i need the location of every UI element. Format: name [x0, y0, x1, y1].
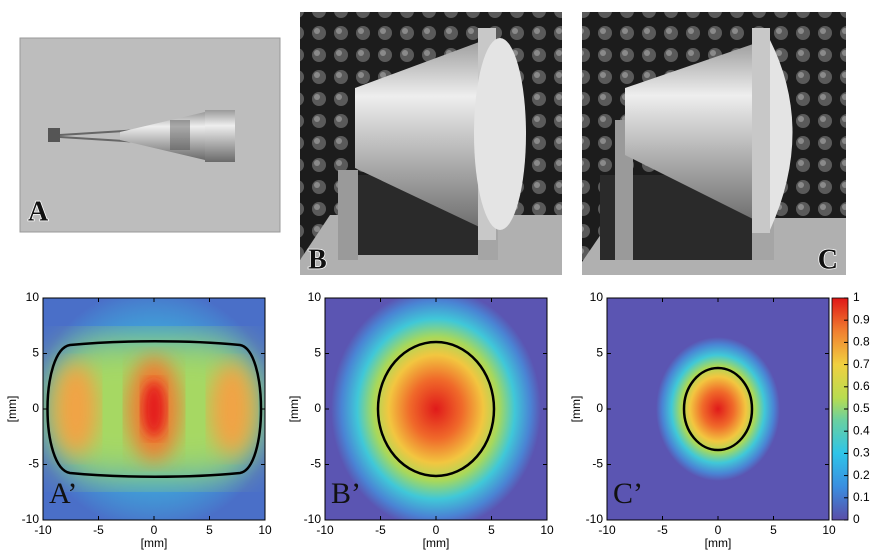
x-axis-label: [mm]: [141, 536, 168, 550]
y-tick-label: -10: [22, 512, 40, 526]
y-tick-label: 10: [590, 290, 604, 304]
x-axis-label: [mm]: [705, 536, 732, 550]
x-tick-label: -5: [657, 523, 668, 537]
colorbar-tick-label: 0.1: [853, 490, 870, 504]
colorbar-tick-label: 0.8: [853, 335, 870, 349]
photo-label: B: [308, 244, 327, 275]
y-tick-label: 5: [596, 346, 603, 360]
y-tick-label: 0: [32, 401, 39, 415]
colorbar-tick-label: 0.9: [853, 312, 870, 326]
colorbar-tick-label: 0.6: [853, 379, 870, 393]
y-axis-label: [mm]: [5, 396, 19, 423]
x-tick-label: 5: [770, 523, 777, 537]
y-tick-label: -5: [28, 457, 39, 471]
photo-label: C: [818, 244, 838, 275]
colorbar-tick-label: 0: [853, 512, 860, 526]
x-tick-label: 0: [715, 523, 722, 537]
y-tick-label: 10: [308, 290, 322, 304]
x-tick-label: 5: [206, 523, 213, 537]
x-tick-label: -5: [375, 523, 386, 537]
y-axis-label: [mm]: [569, 396, 583, 423]
colorbar-tick-label: 0.3: [853, 446, 870, 460]
y-tick-label: -10: [304, 512, 322, 526]
panel-label: A’: [49, 477, 77, 510]
x-tick-label: 10: [822, 523, 836, 537]
panel-label: B’: [331, 477, 361, 510]
figure: A B C -10-50510-10-50510[mm][mm]A’-10-50…: [0, 0, 877, 555]
x-axis-label: [mm]: [423, 536, 450, 550]
colorbar-tick-label: 0.2: [853, 468, 870, 482]
photo-a: A: [20, 38, 280, 232]
photo-b: B: [300, 12, 562, 275]
x-tick-label: 10: [540, 523, 554, 537]
y-tick-label: 10: [26, 290, 40, 304]
colorbar-tick-label: 1: [853, 290, 860, 304]
colorbar-tick-label: 0.5: [853, 401, 870, 415]
x-tick-label: 0: [433, 523, 440, 537]
y-tick-label: 0: [596, 401, 603, 415]
x-tick-label: 0: [151, 523, 158, 537]
x-tick-label: -5: [93, 523, 104, 537]
x-tick-label: 5: [488, 523, 495, 537]
colorbar-tick-label: 0.7: [853, 357, 870, 371]
y-axis-label: [mm]: [287, 396, 301, 423]
y-tick-label: -5: [310, 457, 321, 471]
y-tick-label: -5: [592, 457, 603, 471]
photo-c: C: [582, 12, 846, 275]
y-tick-label: -10: [586, 512, 604, 526]
photo-label: A: [28, 196, 49, 227]
y-tick-label: 5: [314, 346, 321, 360]
y-tick-label: 0: [314, 401, 321, 415]
panel-label: C’: [613, 477, 643, 510]
colorbar-tick-label: 0.4: [853, 423, 870, 437]
y-tick-label: 5: [32, 346, 39, 360]
x-tick-label: 10: [258, 523, 272, 537]
